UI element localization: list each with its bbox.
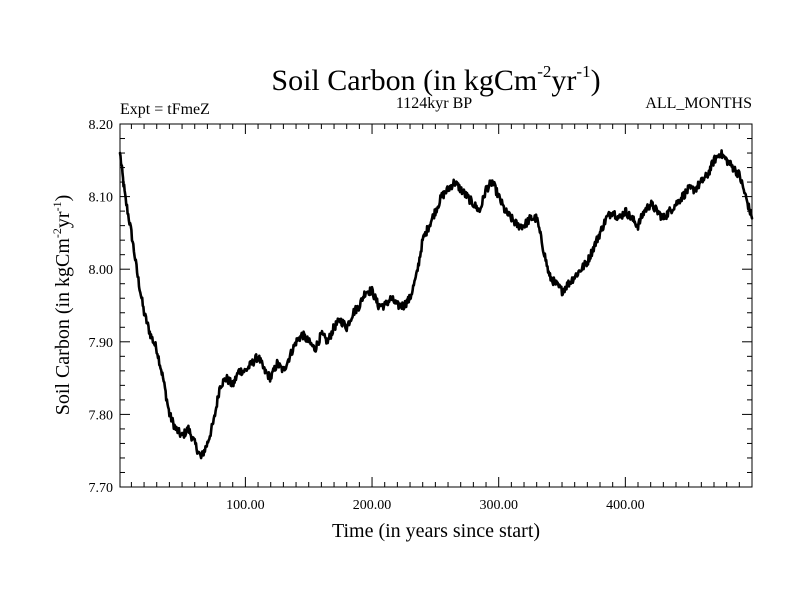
- series-line-soil-carbon: [118, 149, 754, 460]
- axis-ticks: [120, 124, 752, 487]
- x-axis-label: Time (in years since start): [332, 520, 540, 542]
- y-tick-label: 8.10: [89, 191, 114, 206]
- subtitle-left: Expt = tFmeZ: [120, 101, 210, 118]
- plot-frame: [119, 123, 753, 488]
- x-tick-label: 400.00: [606, 498, 645, 513]
- y-tick-label: 7.70: [89, 481, 114, 496]
- subtitle-right: ALL_MONTHS: [645, 95, 752, 112]
- y-tick-label: 7.90: [89, 336, 114, 351]
- y-tick-label: 8.20: [89, 118, 114, 133]
- y-tick-label: 7.80: [89, 408, 114, 423]
- y-tick-label: 8.00: [89, 263, 114, 278]
- x-tick-labels: 100.00 200.00 300.00 400.00: [226, 498, 644, 513]
- x-tick-label: 100.00: [226, 498, 265, 513]
- x-tick-label: 200.00: [353, 498, 392, 513]
- chart-title: Soil Carbon (in kgCm-2yr-1): [271, 62, 600, 97]
- y-axis-label: Soil Carbon (in kgCm-2yr-1): [50, 195, 74, 416]
- subtitle-center: 1124kyr BP: [396, 95, 472, 112]
- x-tick-label: 300.00: [479, 498, 518, 513]
- y-tick-labels: 7.70 7.80 7.90 8.00 8.10 8.20: [89, 118, 114, 496]
